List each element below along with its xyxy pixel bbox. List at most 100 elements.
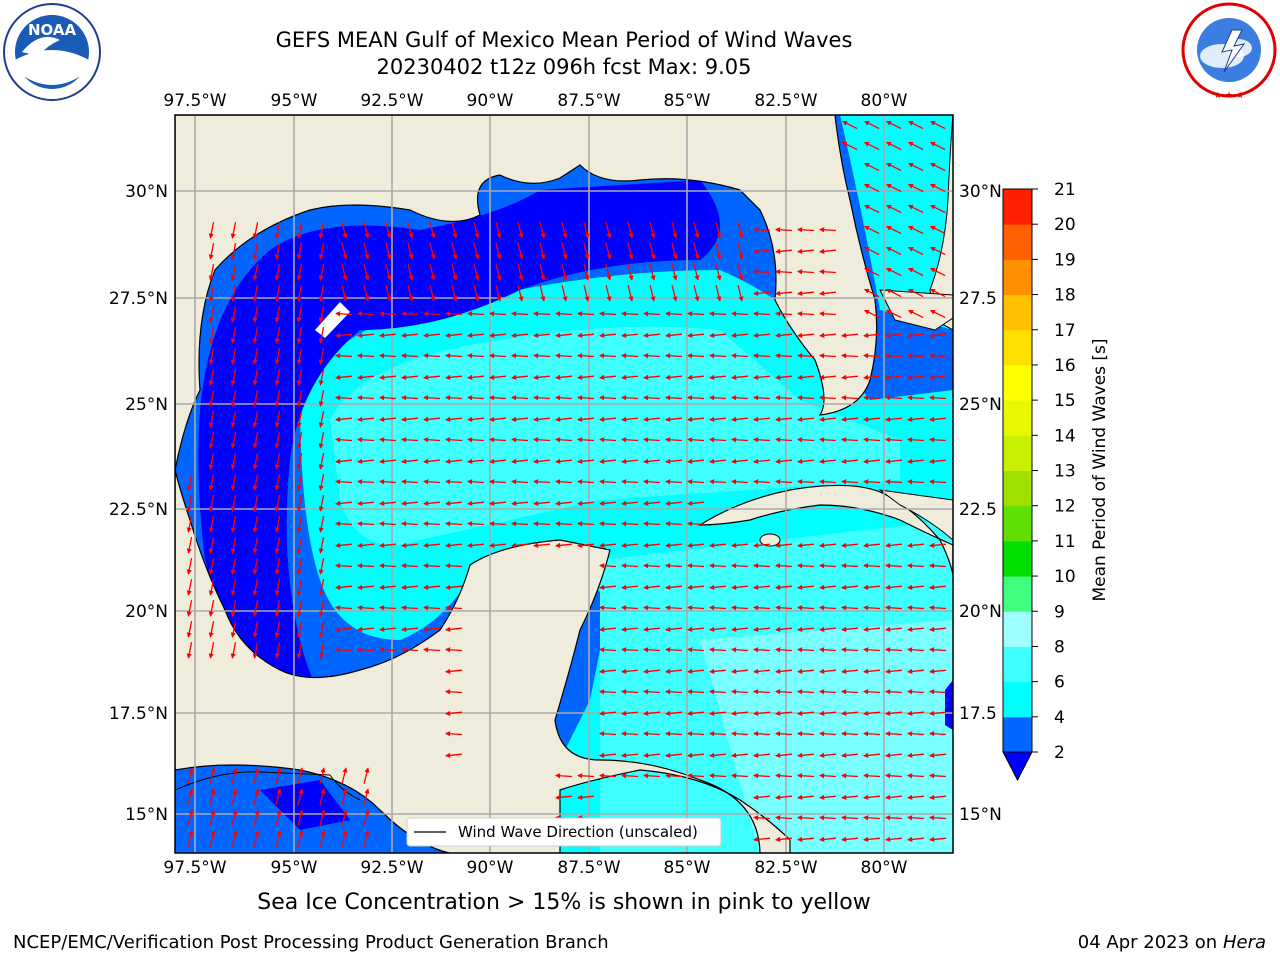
direction-arrow xyxy=(907,141,924,151)
direction-arrow xyxy=(730,563,749,569)
direction-arrow xyxy=(627,264,634,281)
direction-arrow xyxy=(841,836,859,842)
direction-arrow xyxy=(841,626,859,632)
direction-arrow xyxy=(422,605,441,611)
direction-arrow xyxy=(296,432,303,449)
direction-arrow xyxy=(230,348,237,365)
direction-arrow xyxy=(356,437,375,443)
direction-arrow xyxy=(796,773,815,779)
direction-arrow xyxy=(686,563,705,569)
direction-arrow xyxy=(275,788,282,805)
direction-arrow xyxy=(730,437,749,443)
direction-arrow xyxy=(401,332,419,338)
direction-arrow xyxy=(517,264,524,281)
direction-arrow xyxy=(731,710,749,716)
direction-arrow xyxy=(621,416,639,422)
direction-arrow xyxy=(423,500,441,506)
direction-arrow xyxy=(863,416,881,422)
direction-arrow xyxy=(378,353,397,359)
direction-arrow xyxy=(576,773,595,779)
direction-arrow xyxy=(797,542,815,548)
direction-arrow xyxy=(583,222,590,239)
direction-arrow xyxy=(599,542,617,548)
lat-label-right: 15°N xyxy=(959,805,1002,825)
direction-arrow xyxy=(319,830,326,847)
direction-arrow xyxy=(709,416,727,422)
lat-label-right: 30°N xyxy=(959,182,1002,202)
direction-arrow xyxy=(620,647,639,653)
direction-arrow xyxy=(517,285,524,302)
direction-arrow xyxy=(356,647,375,653)
direction-arrow xyxy=(775,290,793,296)
direction-arrow xyxy=(445,668,463,674)
direction-arrow xyxy=(363,285,370,302)
direction-arrow xyxy=(467,500,485,506)
direction-arrow xyxy=(929,141,946,151)
direction-arrow xyxy=(753,668,771,674)
direction-arrow xyxy=(341,264,348,281)
direction-arrow xyxy=(906,395,925,401)
direction-arrow xyxy=(451,285,458,302)
direction-arrow xyxy=(318,621,325,638)
direction-arrow xyxy=(489,500,507,506)
direction-arrow xyxy=(296,537,303,554)
direction-arrow xyxy=(230,285,237,302)
direction-arrow xyxy=(819,542,837,548)
sea-ice-note: Sea Ice Concentration > 15% is shown in … xyxy=(257,890,871,915)
direction-arrow xyxy=(318,222,325,239)
direction-arrow xyxy=(599,668,617,674)
direction-arrow xyxy=(862,605,881,611)
direction-arrow xyxy=(709,626,727,632)
direction-arrow xyxy=(775,752,793,758)
direction-arrow xyxy=(929,120,946,130)
direction-arrow xyxy=(444,437,463,443)
lat-label-right: 25°N xyxy=(959,395,1002,415)
direction-arrow xyxy=(819,416,837,422)
direction-arrow xyxy=(665,668,683,674)
direction-arrow xyxy=(863,267,880,277)
direction-arrow xyxy=(708,731,727,737)
direction-arrow xyxy=(664,605,683,611)
direction-arrow xyxy=(561,285,568,302)
direction-arrow xyxy=(818,605,837,611)
direction-arrow xyxy=(863,309,880,319)
direction-arrow xyxy=(318,600,325,617)
direction-arrow xyxy=(929,162,946,172)
direction-arrow xyxy=(715,285,722,302)
direction-arrow xyxy=(445,752,463,758)
direction-arrow xyxy=(252,306,259,323)
direction-arrow xyxy=(841,120,858,130)
direction-arrow xyxy=(774,227,793,233)
direction-arrow xyxy=(334,395,353,401)
direction-arrow xyxy=(252,264,259,281)
direction-arrow xyxy=(752,311,771,317)
direction-arrow xyxy=(335,584,353,590)
direction-arrow xyxy=(928,395,947,401)
direction-arrow xyxy=(752,605,771,611)
direction-arrow xyxy=(335,542,353,548)
direction-arrow xyxy=(495,222,502,239)
direction-arrow xyxy=(841,458,859,464)
direction-arrow xyxy=(621,584,639,590)
colorbar-segment xyxy=(1003,681,1032,718)
svg-text:★ ★ ★: ★ ★ ★ xyxy=(1214,91,1244,101)
direction-arrow xyxy=(752,647,771,653)
direction-arrow xyxy=(664,395,683,401)
direction-arrow xyxy=(796,563,815,569)
direction-arrow xyxy=(665,500,683,506)
direction-arrow xyxy=(885,584,903,590)
direction-arrow xyxy=(357,374,375,380)
direction-arrow xyxy=(775,542,793,548)
direction-arrow xyxy=(649,243,656,260)
direction-arrow xyxy=(274,600,281,617)
direction-arrow xyxy=(818,311,837,317)
direction-arrow xyxy=(928,689,947,695)
direction-arrow xyxy=(730,689,749,695)
direction-arrow xyxy=(929,584,947,590)
direction-arrow xyxy=(863,458,881,464)
direction-arrow xyxy=(840,479,859,485)
direction-arrow xyxy=(274,474,281,491)
direction-arrow xyxy=(495,285,502,302)
direction-arrow xyxy=(363,830,370,847)
direction-arrow xyxy=(929,183,946,193)
